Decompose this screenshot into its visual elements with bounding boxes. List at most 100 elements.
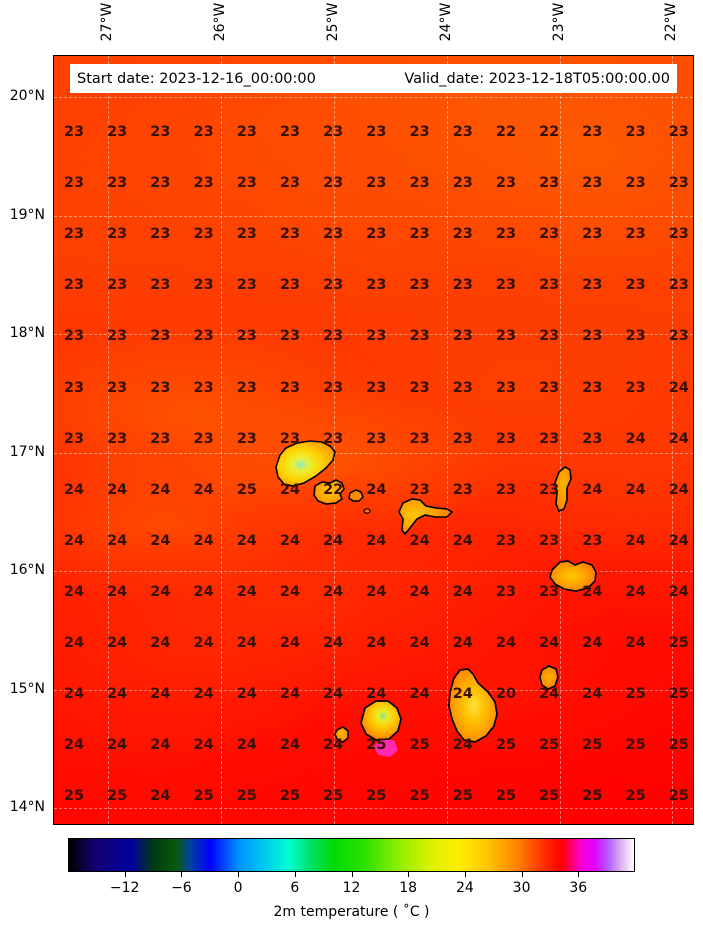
gridpoint-value: 24: [279, 481, 301, 498]
islet-raso: [363, 508, 371, 514]
map-plot-area[interactable]: 23 23 23 23 23 23 23 23 23 23 22 22 23 23 23 23 23 23 23 23…: [53, 55, 694, 825]
gridpoint-value: 23: [625, 379, 646, 396]
gridpoint-value: 23: [236, 175, 257, 192]
gridpoint-value: 25: [582, 788, 603, 805]
gridpoint-value: 24: [366, 583, 387, 600]
gridpoint-value: 23: [150, 379, 171, 396]
gridpoint-value: 23: [107, 175, 128, 192]
gridpoint-value: 23: [366, 328, 387, 345]
gridpoint-value: 25: [63, 788, 85, 805]
gridpoint-value: 23: [107, 328, 128, 345]
gridpoint-value: 23: [193, 124, 214, 140]
island-santiago: [448, 668, 498, 743]
gridpoint-value: 23: [279, 226, 301, 243]
gridpoint-value: 23: [668, 328, 689, 345]
gridpoint-value: 24: [279, 635, 301, 651]
island-fogo: [360, 700, 402, 741]
gridpoint-value: 23: [452, 430, 473, 447]
gridpoint-value: 23: [539, 583, 560, 600]
graticule-parallel: [54, 334, 693, 336]
island-sao-vicente: [313, 479, 345, 505]
gridpoint-value: 23: [495, 175, 517, 192]
gridpoint-value: 24: [150, 686, 171, 703]
gridpoint-value: 23: [452, 481, 473, 498]
gridpoint-value: 24: [63, 737, 85, 754]
graticule-parallel: [54, 452, 693, 454]
gridpoint-value: 24: [236, 635, 257, 651]
start-date-label: Start date: 2023-12-16_00:00:00: [77, 70, 316, 87]
colorbar-tick-label: 30: [512, 880, 531, 896]
gridpoint-value: 23: [495, 379, 517, 396]
gridpoint-value: 24: [625, 635, 646, 651]
gridpoint-value: 23: [150, 328, 171, 345]
gridpoint-value: 24: [150, 635, 171, 651]
gridpoint-value: 23: [323, 124, 344, 140]
colorbar-tick-mark: [238, 872, 240, 877]
gridpoint-value: 24: [625, 481, 646, 498]
gridpoint-value: 23: [193, 430, 214, 447]
gridpoint-value: 24: [193, 737, 214, 754]
gridpoint-value: 23: [582, 532, 603, 549]
gridpoint-value: 24: [279, 583, 301, 600]
temperature-layer-south: [54, 56, 693, 824]
colorbar-container[interactable]: −12 −6 0 6 12 18 24 30 36: [68, 838, 635, 896]
gridpoint-value: 23: [539, 379, 560, 396]
gridpoint-value: 23: [150, 430, 171, 447]
gridpoint-value: 24: [193, 635, 214, 651]
gridpoint-value: 24: [279, 686, 301, 703]
x-tick-label: 24°W: [437, 2, 454, 42]
x-tick-label: 27°W: [99, 2, 116, 42]
gridpoint-value: 25: [409, 788, 430, 805]
gridpoint-value: 24: [107, 532, 128, 549]
gridpoint-value: 23: [582, 328, 603, 345]
gridpoint-value: 24: [107, 737, 128, 754]
gridpoint-value: 25: [625, 788, 646, 805]
gridpoint-value: 23: [236, 328, 257, 345]
colorbar-gradient[interactable]: [68, 838, 635, 872]
gridpoint-value: 24: [63, 532, 85, 549]
gridpoint-value: 23: [452, 379, 473, 396]
gridpoint-value: 24: [150, 737, 171, 754]
colorbar-tick-mark: [408, 872, 410, 877]
gridpoint-value: 23: [495, 532, 517, 549]
graticule-meridian: [108, 56, 110, 824]
gridpoint-value: 25: [625, 686, 646, 703]
gridpoint-value: 24: [409, 583, 430, 600]
gridpoint-value: 23: [279, 430, 301, 447]
valid-date-label: Valid_date: 2023-12-18T05:00:00.00: [404, 70, 670, 87]
gridpoint-value: 23: [323, 430, 344, 447]
colorbar-tick-label: 24: [455, 880, 474, 896]
gridpoint-value: 24: [452, 737, 473, 754]
island-santo-antao: [275, 440, 336, 487]
gridpoint-value: 24: [668, 481, 689, 498]
graticule-parallel: [54, 571, 693, 573]
y-tick-label: 19°N: [9, 206, 45, 223]
gridpoint-value: 23: [452, 277, 473, 294]
gridpoint-value: 23: [63, 175, 85, 192]
gridpoint-value: 24: [150, 583, 171, 600]
gridpoint-value: 22: [539, 124, 560, 140]
gridpoint-value: 24: [582, 481, 603, 498]
gridpoint-value: 23: [625, 277, 646, 294]
gridpoint-value: 24: [193, 481, 214, 498]
island-coastlines: [54, 56, 693, 824]
gridpoint-value: 23: [366, 175, 387, 192]
gridpoint-value: 23: [193, 226, 214, 243]
graticule-parallel: [54, 808, 693, 810]
gridpoint-value: 23: [539, 328, 560, 345]
gridpoint-value: 23: [366, 430, 387, 447]
x-tick-label: 26°W: [212, 2, 229, 42]
gridpoint-value: 25: [495, 737, 517, 754]
gridpoint-value: 23: [193, 175, 214, 192]
gridpoint-value: 24: [452, 635, 473, 651]
gridpoint-value: 23: [193, 277, 214, 294]
gridpoint-value: 24: [107, 481, 128, 498]
gridpoint-value: 23: [409, 175, 430, 192]
gridpoint-value: 23: [107, 379, 128, 396]
gridpoint-value: 25: [668, 635, 689, 651]
gridpoint-value: 25: [236, 788, 257, 805]
gridpoint-value: 23: [150, 277, 171, 294]
gridpoint-value: 24: [236, 583, 257, 600]
gridpoint-value: 23: [279, 124, 301, 140]
gridpoint-value: 23: [236, 379, 257, 396]
